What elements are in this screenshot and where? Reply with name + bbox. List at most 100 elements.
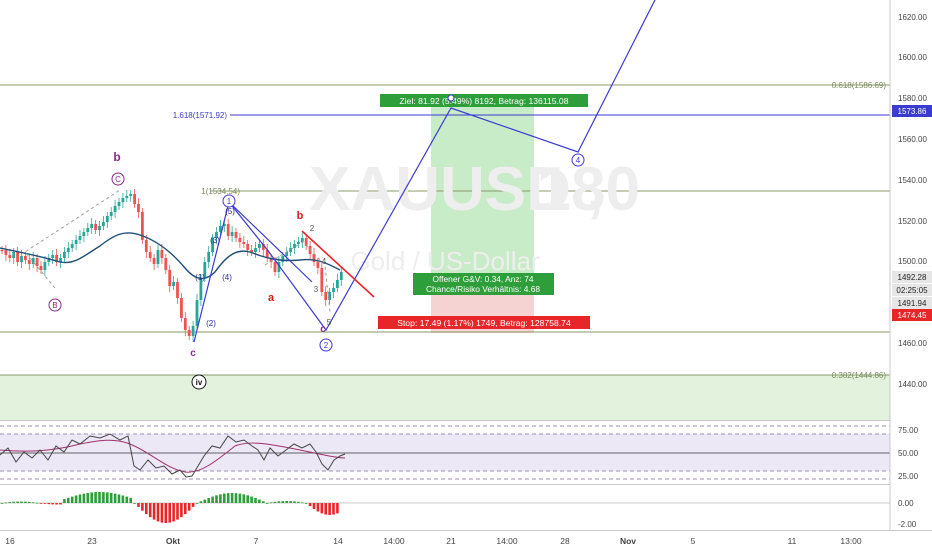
wave-2-leg[interactable]	[228, 201, 313, 283]
macd-bar	[0, 503, 4, 504]
wave-p2-label: (2)	[206, 319, 216, 328]
candle-body	[24, 256, 27, 260]
macd-bar	[152, 503, 156, 520]
moving-average-line	[0, 232, 341, 279]
position-info-line1: Offener G&V: 0.34, Anz: 74	[432, 274, 533, 284]
macd-axis-label-zero: 0.00	[898, 499, 914, 508]
candle-body	[320, 268, 324, 292]
macd-bar	[156, 503, 160, 522]
macd-bar	[137, 503, 140, 507]
candle-body	[328, 292, 331, 300]
macd-bar	[106, 492, 109, 503]
wave-n5-label: 5	[327, 318, 332, 327]
candle-body	[164, 258, 168, 270]
candle-body	[180, 298, 183, 318]
price-axis-label: 1520.00	[898, 217, 927, 226]
candle-body	[125, 196, 129, 198]
price-axis-label: 1540.00	[898, 176, 927, 185]
macd-bar	[273, 501, 277, 503]
price-axis-panel[interactable]	[890, 0, 932, 530]
macd-bar	[180, 503, 183, 518]
price-axis-label: 1560.00	[898, 135, 927, 144]
time-axis-label: Okt	[166, 536, 180, 546]
candle-body	[211, 238, 214, 252]
macd-bar	[16, 501, 19, 503]
macd-bar	[277, 501, 281, 503]
candle-body	[195, 300, 199, 326]
candle-body	[133, 194, 136, 204]
macd-bar	[78, 494, 82, 503]
candle-body	[63, 252, 66, 258]
macd-bar	[187, 503, 191, 511]
candle-body	[304, 238, 308, 246]
macd-bar	[43, 503, 47, 504]
target-handle[interactable]	[447, 94, 455, 102]
candle-body	[160, 250, 164, 258]
wave-c-lower2-label: c	[320, 324, 326, 335]
macd-bar	[59, 503, 62, 505]
position-info-line2: Chance/Risiko Verhältnis: 4.68	[426, 284, 540, 294]
target-label: Ziel: 81.92 (5.49%) 8192, Betrag: 136115…	[400, 96, 569, 106]
target-label-box[interactable]	[380, 94, 588, 107]
macd-bar	[304, 503, 308, 504]
candle-body	[141, 212, 144, 240]
position-info-box[interactable]	[413, 273, 554, 295]
macd-bar	[215, 495, 218, 503]
candle-body	[277, 262, 281, 272]
candle-body	[293, 244, 296, 248]
candle-body	[43, 262, 47, 270]
profit-zone[interactable]	[431, 104, 534, 283]
watermark-description: Gold / US-Dollar	[350, 246, 540, 276]
fib-0618-label: 0.618(1586.69)	[832, 81, 887, 90]
candle-body	[137, 204, 140, 212]
oscillator-line	[0, 433, 346, 478]
candle-body	[199, 278, 203, 300]
candlestick-series[interactable]	[0, 189, 343, 342]
macd-bar	[28, 501, 31, 503]
wave-c-lower-label: c	[190, 348, 196, 359]
candle-body	[215, 232, 218, 238]
candle-body	[31, 258, 35, 264]
last-price-tag-text: 1491.94	[898, 299, 927, 308]
time-axis-label: 23	[87, 536, 97, 546]
candle-body	[183, 318, 187, 330]
macd-bar	[258, 499, 261, 503]
stop-level-tag-text: 1474.45	[898, 311, 927, 320]
macd-bar	[8, 502, 12, 503]
candle-body	[55, 255, 58, 262]
macd-bar	[86, 492, 90, 503]
macd-bar	[141, 503, 144, 511]
time-axis-label: 5	[691, 536, 696, 546]
macd-bar	[12, 501, 15, 503]
candle-body	[90, 224, 94, 228]
candle-body	[152, 258, 156, 264]
macd-bar	[297, 501, 300, 503]
wave-a-red-label: a	[268, 292, 275, 304]
red-trend-line[interactable]	[301, 230, 375, 298]
time-axis-label: 14	[333, 536, 343, 546]
macd-bar	[129, 497, 132, 503]
macd-bar	[223, 493, 226, 503]
candle-body	[234, 232, 238, 238]
wave-b-red-label: b	[297, 210, 304, 222]
macd-bar	[148, 503, 152, 518]
wave-iv-circle-badge	[191, 374, 207, 390]
current-price-tag-text: 1492.28	[898, 273, 927, 282]
support-zone	[0, 375, 890, 421]
time-axis-ticks[interactable]: 16 23 Okt 7 14 14:00 21 14:00 28 Nov 5 11 13:00	[5, 536, 862, 546]
candle-body	[265, 250, 269, 258]
oscillator-axis-label-50: 50.00	[898, 449, 919, 458]
candle-body	[78, 236, 82, 240]
candle-body	[254, 248, 257, 252]
candle-body	[238, 238, 242, 242]
wave-c-circle-label: C	[115, 175, 121, 184]
macd-bar	[230, 493, 234, 503]
macd-bar	[168, 503, 171, 523]
wave-2-circle-badge	[319, 338, 333, 352]
oscillator-signal-line	[0, 439, 346, 473]
stop-label-box[interactable]	[378, 316, 590, 329]
time-axis-label: 14:00	[383, 536, 405, 546]
candle-body	[148, 252, 152, 258]
target-level-tag-text: 1573.86	[898, 107, 927, 116]
